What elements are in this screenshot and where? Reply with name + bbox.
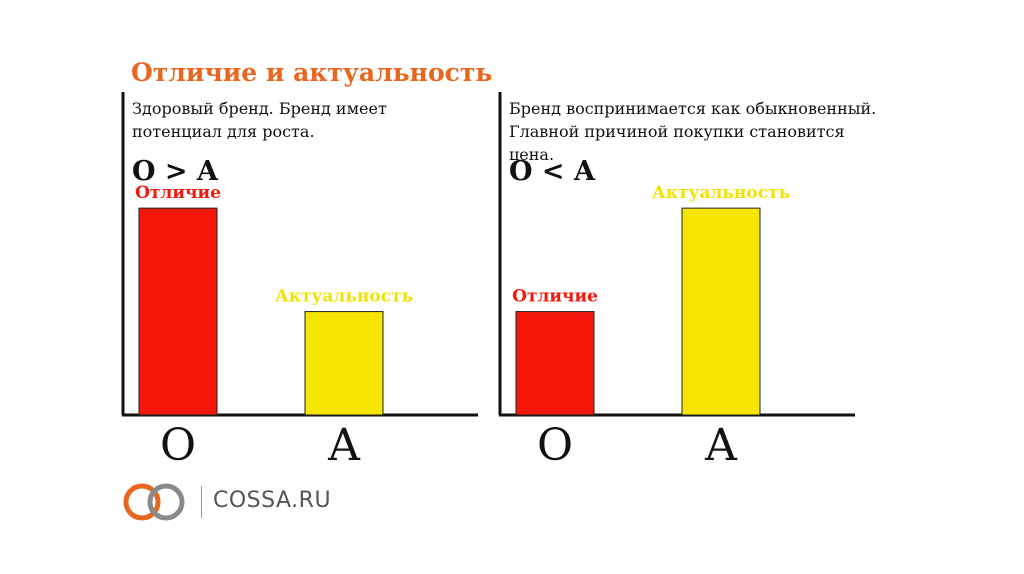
bar-label: Актуальность (275, 287, 413, 307)
chart-panel-right: Бренд воспринимается как обыкновенный. Г… (497, 92, 877, 471)
chart-panel-left: Здоровый бренд. Бренд имеет потенциал дл… (120, 92, 500, 471)
chart-formula: O > A (132, 156, 218, 187)
bar-A (681, 207, 761, 416)
bar-chart: Отличие O Актуальность A (498, 92, 855, 471)
bar-label: Актуальность (652, 183, 790, 203)
bar-O (138, 207, 218, 416)
x-tick-label: A (327, 420, 361, 471)
bar-A (304, 311, 384, 416)
logo-divider (201, 486, 202, 518)
infinity-rings-icon (123, 483, 185, 521)
chart-formula: O < A (509, 156, 595, 187)
page-title: Отличие и актуальность (131, 58, 493, 87)
chart-description: Здоровый бренд. Бренд имеет потенциал дл… (132, 99, 387, 141)
bar-chart: Отличие O Актуальность A (121, 92, 478, 471)
logo-text: COSSA.RU (213, 488, 332, 513)
x-tick-label: A (704, 420, 738, 471)
bar-label: Отличие (512, 287, 598, 307)
chart-description: Бренд воспринимается как обыкновенный. Г… (509, 99, 877, 164)
x-tick-label: O (160, 420, 196, 471)
x-tick-label: O (537, 420, 573, 471)
bar-O (515, 311, 595, 416)
bar-label: Отличие (135, 183, 221, 203)
